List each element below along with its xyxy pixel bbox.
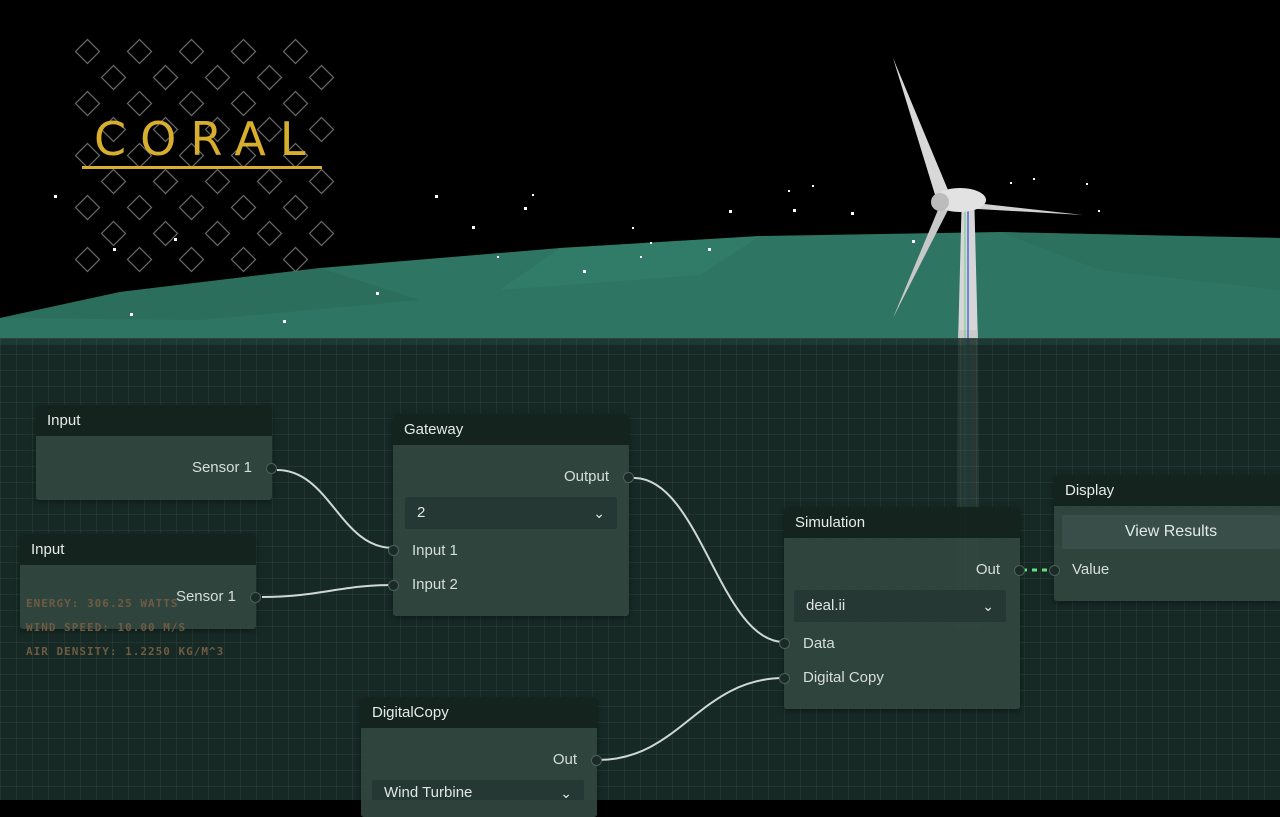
chevron-down-icon: ⌄ (560, 785, 572, 800)
chevron-down-icon: ⌄ (593, 505, 605, 521)
chevron-down-icon: ⌄ (982, 598, 994, 614)
port-label-sensor: Sensor 1 (175, 588, 236, 605)
node-title: Input (36, 405, 272, 436)
input-socket-2[interactable] (388, 580, 399, 591)
port-label-out: Out (552, 751, 577, 768)
solver-select[interactable]: deal.ii ⌄ (794, 590, 1006, 622)
node-gateway[interactable]: Gateway Output 2 ⌄ Input 1 Input 2 (388, 414, 634, 616)
output-socket[interactable] (623, 472, 634, 483)
port-label-sensor: Sensor 1 (191, 459, 252, 476)
port-label-value: Value (1072, 561, 1110, 578)
node-simulation[interactable]: Simulation Out deal.ii ⌄ Data Digital Co… (779, 507, 1025, 709)
hud-air-density: AIR DENSITY: 1.2250 KG/M^3 (26, 645, 225, 658)
node-title: Display (1054, 475, 1280, 506)
input-socket-1[interactable] (388, 545, 399, 556)
select-value: deal.ii (806, 597, 846, 614)
port-label-data: Data (803, 635, 835, 652)
diamond-grid-icon (74, 38, 335, 273)
port-label-input-2: Input 2 (412, 576, 458, 593)
node-title: Input (20, 534, 256, 565)
output-socket[interactable] (266, 463, 277, 474)
node-title: Gateway (393, 414, 629, 445)
select-value: Wind Turbine (384, 784, 473, 800)
output-socket[interactable] (250, 592, 261, 603)
gateway-select[interactable]: 2 ⌄ (405, 497, 617, 529)
port-label-input-1: Input 1 (412, 542, 458, 559)
digital-copy-select[interactable]: Wind Turbine ⌄ (372, 780, 584, 800)
port-label-output: Output (563, 468, 609, 485)
hud-wind-speed: WIND SPEED: 10.00 M/S (26, 621, 187, 634)
hud-energy: ENERGY: 306.25 WATTS (26, 597, 179, 610)
output-socket[interactable] (591, 755, 602, 766)
node-title: DigitalCopy (361, 697, 597, 728)
port-label-digital-copy: Digital Copy (803, 669, 884, 686)
input-socket-value[interactable] (1049, 565, 1060, 576)
port-label-out: Out (975, 561, 1000, 578)
brand-logo-text: CORAL (94, 112, 320, 166)
input-socket-data[interactable] (779, 638, 790, 649)
select-value: 2 (417, 504, 426, 521)
node-display[interactable]: Display View Results Value (1049, 475, 1280, 601)
brand-logo-underline (82, 166, 322, 169)
node-digitalcopy[interactable]: DigitalCopy Out Wind Turbine ⌄ (361, 697, 602, 817)
output-socket[interactable] (1014, 565, 1025, 576)
node-input-2[interactable]: Input Sensor 1 (20, 534, 261, 629)
view-results-button[interactable]: View Results (1062, 515, 1280, 549)
wind-particles (54, 178, 1100, 323)
node-input-1[interactable]: Input Sensor 1 (36, 405, 277, 500)
node-title: Simulation (784, 507, 1020, 538)
input-socket-digital-copy[interactable] (779, 673, 790, 684)
